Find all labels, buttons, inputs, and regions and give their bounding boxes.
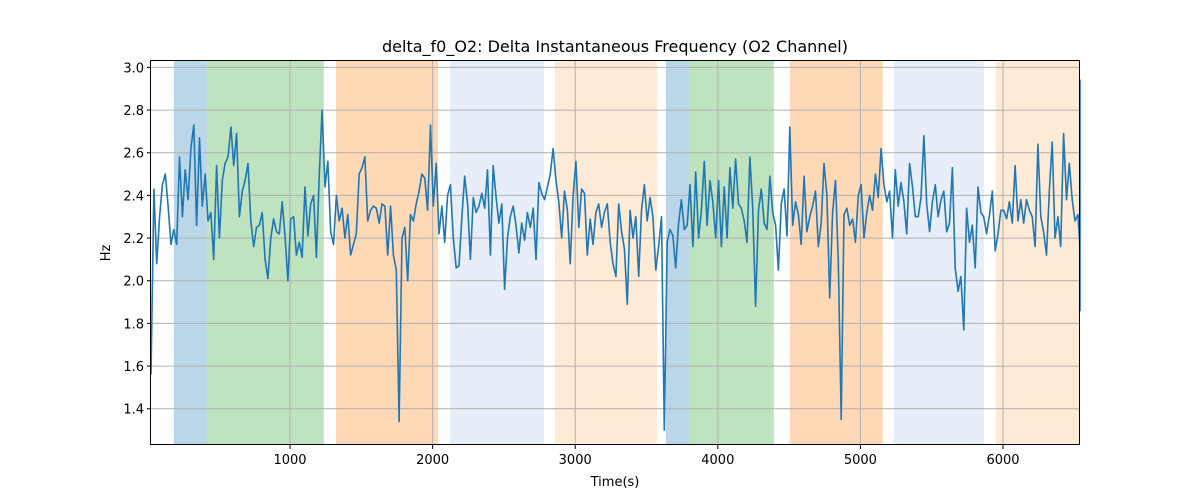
y-tick-label: 2.6 [123, 147, 144, 162]
y-tick-label: 1.4 [123, 403, 144, 418]
band-8 [893, 61, 984, 445]
highlight-bands [173, 61, 1080, 445]
grid-lines [151, 61, 1080, 445]
band-9 [995, 61, 1080, 445]
x-tick-label: 5000 [844, 453, 877, 468]
x-tick-label: 6000 [986, 453, 1019, 468]
y-tick-label: 3.0 [123, 61, 144, 76]
chart-title: delta_f0_O2: Delta Instantaneous Frequen… [382, 37, 848, 57]
y-tick-label: 1.6 [123, 360, 144, 375]
band-7 [789, 61, 883, 445]
y-axis: 1.4 1.6 1.8 2.0 2.2 2.4 2.6 2.8 3.0 [123, 61, 151, 418]
x-tick-label: 2000 [416, 453, 449, 468]
x-tick-label: 4000 [701, 453, 734, 468]
band-6 [688, 61, 774, 445]
plot-frame [150, 60, 1080, 445]
x-tick-label: 1000 [273, 453, 306, 468]
x-tick-label: 3000 [559, 453, 592, 468]
y-tick-label: 2.2 [123, 232, 144, 247]
band-3 [450, 61, 544, 445]
y-axis-label: Hz [99, 245, 114, 262]
x-axis-label: Time(s) [590, 475, 640, 490]
x-axis: 1000 2000 3000 4000 5000 6000 [273, 445, 1020, 468]
y-tick-label: 2.0 [123, 275, 144, 290]
y-tick-label: 1.8 [123, 317, 144, 332]
y-tick-label: 2.4 [123, 189, 144, 204]
y-tick-label: 2.8 [123, 104, 144, 119]
band-0 [173, 61, 207, 445]
